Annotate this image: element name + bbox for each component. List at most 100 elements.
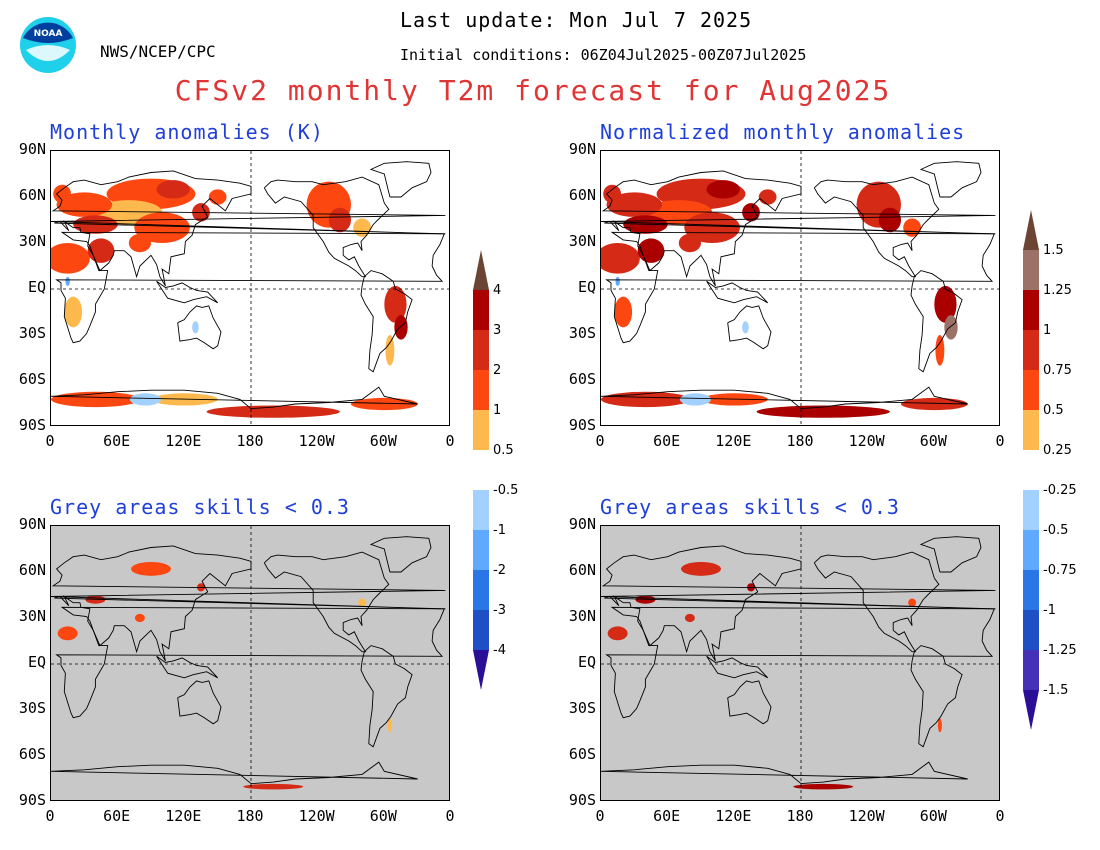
- map-monthly-anomalies: [50, 150, 450, 426]
- lat-tick-label: 30S: [568, 699, 596, 717]
- noaa-logo-icon: NOAA: [20, 17, 76, 73]
- coastline-namerica: [263, 551, 390, 653]
- lon-tick-label: 180: [786, 807, 814, 825]
- anomaly-warm-region: [206, 405, 340, 418]
- coastline-antarctica: [601, 761, 968, 785]
- anomaly-warm-region: [601, 243, 640, 274]
- colorbar-label: -0.5: [1043, 523, 1068, 538]
- anomaly-warm-region: [134, 613, 145, 623]
- colorbar-label: 1: [1043, 323, 1051, 338]
- coastline-eurasia: [51, 170, 446, 287]
- coastline-africa: [605, 606, 995, 719]
- coastline-greenland: [369, 161, 432, 198]
- coastline-indonesia: [706, 280, 769, 304]
- lat-tick-label: 60N: [568, 186, 596, 204]
- anomaly-cold-region: [679, 393, 711, 406]
- coastline-australia: [177, 305, 222, 350]
- lon-tick-label: 60E: [103, 432, 131, 450]
- anomaly-warm-region: [51, 243, 90, 274]
- lon-tick-label: 0: [995, 432, 1005, 450]
- colorbar-cold-segment: [1023, 610, 1039, 650]
- colorbar-label: 3: [493, 323, 501, 338]
- anomaly-cold-region: [615, 276, 620, 286]
- lon-tick-label: 120W: [848, 432, 885, 450]
- lat-tick-label: 90S: [568, 791, 596, 809]
- lat-tick-label: 60S: [568, 745, 596, 763]
- anomaly-warm-region: [607, 626, 628, 641]
- panel-title-monthly-anomalies: Monthly anomalies (K): [50, 120, 324, 144]
- anomaly-warm-region: [358, 598, 367, 607]
- anomaly-cold-region: [192, 321, 199, 334]
- coastline-antarctica: [601, 386, 968, 410]
- anomaly-warm-region: [603, 184, 621, 204]
- lat-tick-label: 60N: [18, 186, 46, 204]
- lon-tick-label: 60W: [919, 432, 947, 450]
- coastline-samerica: [360, 645, 413, 748]
- lon-tick-label: 180: [786, 432, 814, 450]
- lat-tick-label: EQ: [577, 278, 596, 296]
- anomaly-warm-region: [756, 405, 890, 418]
- colorbar-label: 1.25: [1043, 283, 1072, 298]
- coastline-namerica: [813, 551, 940, 653]
- colorbar-label: -3: [493, 603, 506, 618]
- coastline-antarctica: [51, 761, 418, 785]
- lon-tick-label: 0: [595, 807, 605, 825]
- colorbar-label: -0.5: [493, 483, 518, 498]
- lon-tick-label: 180: [236, 432, 264, 450]
- map-background: [51, 526, 449, 800]
- anomaly-warm-region: [684, 613, 695, 623]
- colorbar-warm-segment: [1023, 370, 1039, 410]
- anomaly-warm-region: [937, 718, 942, 733]
- coastline-greenland: [369, 536, 432, 573]
- anomaly-warm-region: [131, 562, 171, 576]
- colorbar-warm-segment: [473, 410, 489, 450]
- colorbar-warm-segment: [1023, 290, 1039, 330]
- lat-tick-label: 90N: [18, 515, 46, 533]
- panel-title-skill-left: Grey areas skills < 0.3: [50, 495, 350, 519]
- anomaly-warm-region: [793, 783, 854, 790]
- coastline-greenland: [919, 536, 982, 573]
- anomaly-cold-region: [65, 276, 70, 286]
- colorbar-label: -1: [493, 523, 506, 538]
- coastline-greenland: [919, 161, 982, 198]
- colorbar-warm-segment: [1023, 330, 1039, 370]
- colorbar-cold-segment: [1023, 490, 1039, 530]
- coastline-africa: [605, 231, 995, 344]
- map-skill-masked-anomalies: [50, 525, 450, 801]
- lon-tick-label: 120W: [298, 807, 335, 825]
- lat-tick-label: 90S: [18, 791, 46, 809]
- map-skill-masked-normalized: [600, 525, 1000, 801]
- coastline-samerica: [910, 270, 963, 373]
- colorbar-cold-segment: [1023, 530, 1039, 570]
- anomaly-cold-region: [129, 393, 161, 406]
- colorbar-warm-segment: [1023, 410, 1039, 450]
- colorbar-label: 1: [493, 403, 501, 418]
- anomaly-warm-region: [901, 397, 968, 411]
- lat-tick-label: 90N: [18, 140, 46, 158]
- colorbar-cold-segment: [473, 530, 489, 570]
- anomaly-warm-region: [878, 207, 901, 233]
- coastline-australia: [727, 305, 772, 350]
- panel-title-skill-right: Grey areas skills < 0.3: [600, 495, 900, 519]
- coastline-indonesia: [156, 655, 219, 679]
- lat-tick-label: 30N: [568, 232, 596, 250]
- last-update-text: Last update: Mon Jul 7 2025: [400, 8, 753, 32]
- colorbar-top-cap: [473, 250, 489, 290]
- anomaly-warm-region: [614, 296, 633, 328]
- anomaly-warm-region: [908, 598, 917, 607]
- anomaly-warm-region: [156, 180, 190, 199]
- anomaly-warm-region: [681, 562, 721, 576]
- lat-tick-label: 30S: [18, 324, 46, 342]
- coastline-indonesia: [156, 280, 219, 304]
- lon-tick-label: 60E: [103, 807, 131, 825]
- anomaly-warm-region: [208, 189, 227, 205]
- lat-tick-label: 60N: [568, 561, 596, 579]
- colorbar-bottom-cap: [473, 650, 489, 690]
- anomaly-warm-region: [678, 233, 701, 253]
- lat-tick-label: 90S: [568, 416, 596, 434]
- colorbar-normalized: 1.5 1.25 1 0.75 0.5 0.25 -0.25 -0.5 -0.75 -1 -1.25…: [1023, 210, 1077, 730]
- main-title: CFSv2 monthly T2m forecast for Aug2025: [174, 74, 892, 107]
- lat-tick-label: 60N: [18, 561, 46, 579]
- colorbar-label: 0.25: [1043, 443, 1072, 458]
- lon-tick-label: 60E: [653, 432, 681, 450]
